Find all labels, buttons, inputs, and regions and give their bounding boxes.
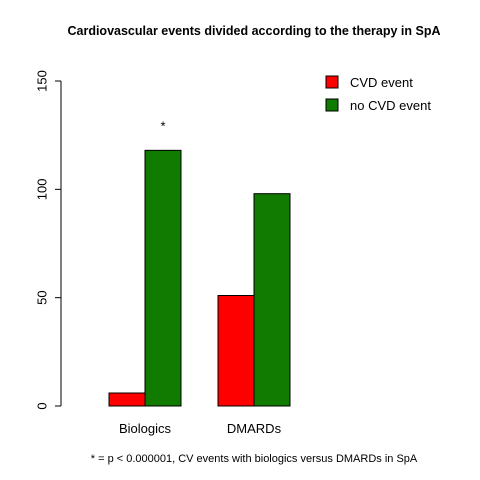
legend-label: CVD event (350, 75, 413, 90)
y-tick-label: 50 (34, 290, 49, 304)
category-label: Biologics (119, 421, 172, 436)
bar (144, 149, 182, 407)
bar (217, 295, 255, 407)
significance-marker: * (160, 118, 165, 133)
legend-swatch (325, 75, 339, 89)
category-label: DMARDs (227, 421, 282, 436)
legend: CVD event no CVD event (325, 75, 431, 113)
y-axis: 0 50 100 150 (34, 70, 62, 410)
y-tick-label: 150 (34, 70, 49, 92)
legend-label: no CVD event (350, 98, 431, 113)
chart-title: Cardiovascular events divided according … (67, 24, 440, 38)
footnote: * = p < 0.000001, CV events with biologi… (91, 453, 418, 465)
annotations: * (160, 118, 165, 133)
bars (108, 149, 291, 407)
bar (108, 392, 146, 407)
legend-swatch (325, 98, 339, 112)
bar (253, 193, 291, 407)
y-tick-label: 0 (34, 402, 49, 409)
category-labels: Biologics DMARDs (119, 421, 282, 436)
y-tick-label: 100 (34, 178, 49, 200)
